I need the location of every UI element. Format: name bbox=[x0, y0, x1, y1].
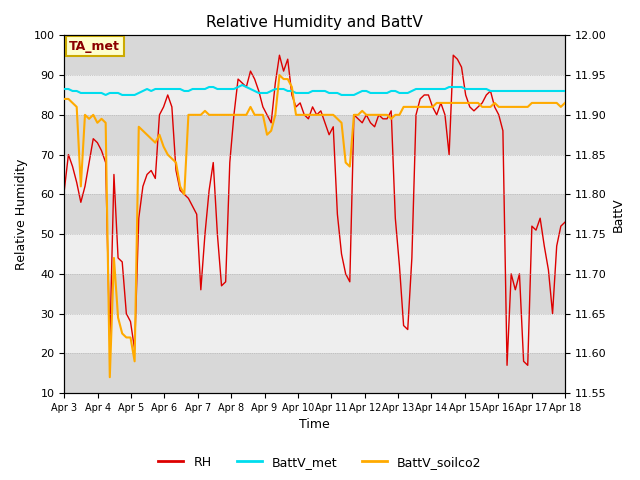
Bar bbox=[64, 75, 565, 115]
Title: Relative Humidity and BattV: Relative Humidity and BattV bbox=[206, 15, 423, 30]
Bar bbox=[64, 313, 565, 353]
X-axis label: Time: Time bbox=[300, 419, 330, 432]
Bar bbox=[64, 194, 565, 234]
Text: TA_met: TA_met bbox=[69, 40, 120, 53]
Legend: RH, BattV_met, BattV_soilco2: RH, BattV_met, BattV_soilco2 bbox=[154, 451, 486, 474]
Y-axis label: Relative Humidity: Relative Humidity bbox=[15, 158, 28, 270]
Bar bbox=[64, 36, 565, 75]
Bar bbox=[64, 353, 565, 393]
Bar bbox=[64, 155, 565, 194]
Bar bbox=[64, 234, 565, 274]
Bar bbox=[64, 115, 565, 155]
Bar bbox=[64, 274, 565, 313]
Y-axis label: BattV: BattV bbox=[612, 197, 625, 231]
